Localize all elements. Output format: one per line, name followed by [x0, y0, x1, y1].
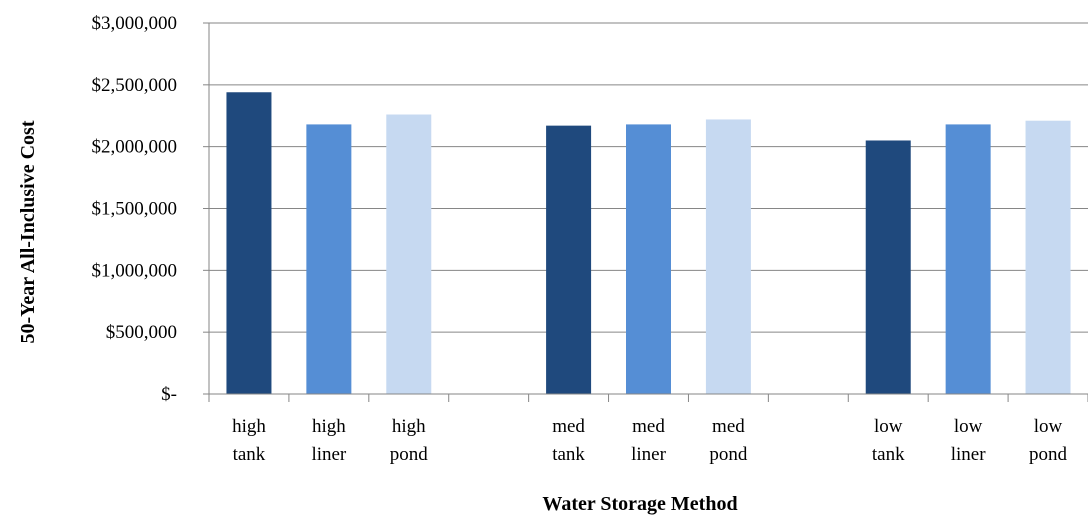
bar-med-pond: [705, 119, 751, 395]
bar-high-pond: [386, 114, 432, 394]
x-tick-label-line1: low: [874, 416, 903, 437]
y-tick-label: $2,000,000: [92, 137, 178, 158]
x-tick-label-line2: tank: [552, 444, 585, 465]
x-tick-label-line1: low: [1034, 416, 1063, 437]
x-tick-label-line1: med: [552, 416, 585, 437]
y-tick-labels: $- $500,000 $1,000,000 $1,500,000 $2,000,000…: [92, 13, 178, 405]
x-tick-label-line1: med: [632, 416, 665, 437]
x-tick-label-line2: pond: [709, 444, 748, 465]
bar-low-liner: [945, 124, 991, 394]
bar-med-tank: [546, 125, 592, 394]
y-axis-title: 50-Year All-Inclusive Cost: [17, 120, 39, 343]
bar-high-liner: [306, 124, 352, 394]
x-tick-label-line1: high: [392, 416, 426, 437]
y-tick-label: $-: [161, 384, 177, 405]
y-tick-label: $1,500,000: [92, 199, 178, 220]
x-tick-label-line2: liner: [311, 444, 346, 465]
x-tick-label-line2: pond: [390, 444, 429, 465]
x-axis-title: Water Storage Method: [542, 493, 737, 515]
x-tick-label-line2: tank: [872, 444, 905, 465]
x-tick-label-line2: liner: [951, 444, 986, 465]
y-tick-label: $500,000: [106, 322, 177, 343]
x-tick-label-line2: tank: [233, 444, 266, 465]
bar-med-liner: [626, 124, 671, 394]
x-tick-label-line1: high: [232, 416, 266, 437]
x-tick-label-line1: high: [312, 416, 346, 437]
x-tick-label-line1: med: [712, 416, 745, 437]
bar-low-pond: [1025, 120, 1071, 395]
x-tick-label-line1: low: [954, 416, 983, 437]
y-tick-label: $1,000,000: [92, 260, 178, 281]
x-tick-labels: high tank high liner high pond med tank med liner…: [232, 416, 1067, 465]
bar-high-tank: [226, 92, 272, 395]
axes: [203, 22, 1088, 402]
x-tick-label-line2: liner: [631, 444, 666, 465]
y-tick-label: $2,500,000: [92, 75, 178, 96]
bars: [226, 92, 1071, 395]
y-tick-label: $3,000,000: [92, 13, 178, 34]
bar-low-tank: [865, 140, 911, 394]
x-tick-label-line2: pond: [1029, 444, 1068, 465]
